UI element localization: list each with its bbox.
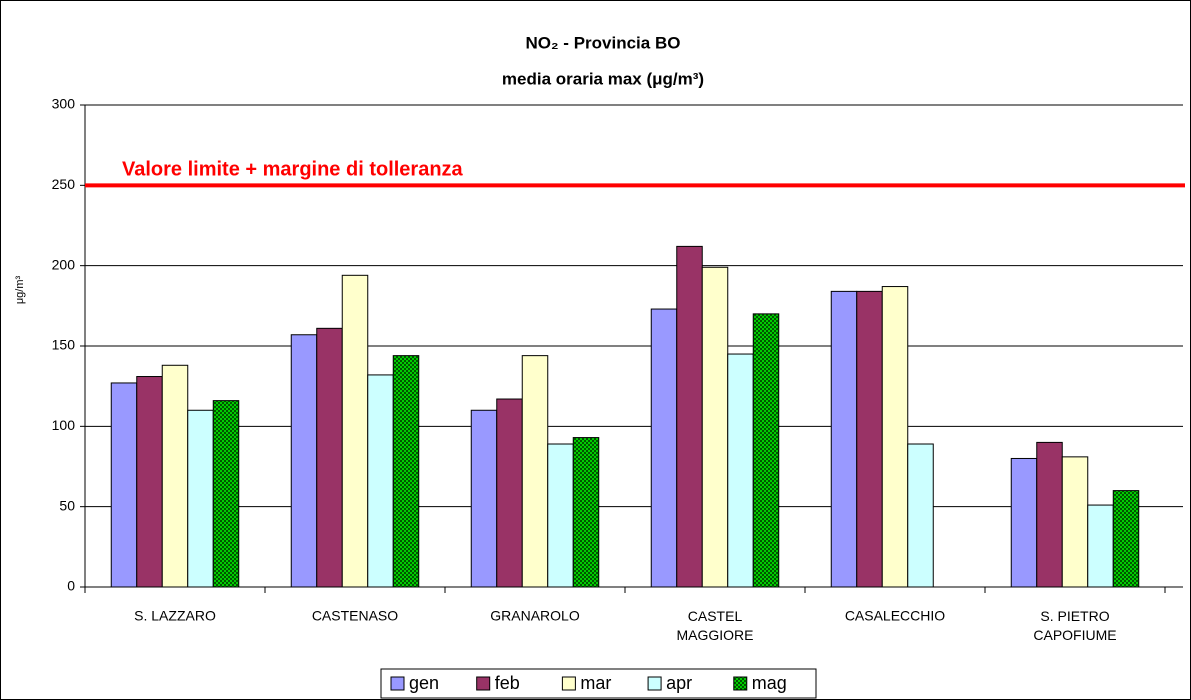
- bar: [367, 374, 394, 588]
- y-tick-label: 0: [67, 578, 75, 594]
- bar: [1112, 490, 1140, 588]
- bar: [907, 443, 934, 588]
- x-tick-label: CASTENASO: [312, 608, 398, 624]
- x-tick-label: CASALECCHIO: [845, 608, 945, 624]
- bar: [316, 327, 343, 588]
- bar: [701, 266, 729, 588]
- bar: [856, 290, 883, 588]
- legend-swatch: [561, 676, 576, 691]
- x-tick-label: S. LAZZARO: [134, 608, 216, 624]
- bar: [392, 355, 420, 588]
- bar: [212, 400, 240, 588]
- chart-title: NO₂ - Provincia BO: [526, 33, 681, 52]
- y-tick-label: 200: [52, 256, 76, 272]
- bar: [136, 376, 163, 588]
- y-tick-label: 100: [52, 417, 76, 433]
- legend-swatch: [733, 676, 748, 691]
- bar: [676, 245, 703, 588]
- x-tick-label: CASTEL MAGGIORE: [676, 608, 753, 643]
- y-tick-label: 250: [52, 176, 76, 192]
- bar: [572, 437, 600, 588]
- reference-label: Valore limite + margine di tolleranza: [122, 159, 464, 181]
- legend-label: mag: [752, 673, 787, 693]
- y-tick-label: 50: [59, 497, 75, 513]
- bar: [187, 409, 214, 588]
- legend-label: feb: [495, 673, 520, 693]
- bar: [290, 334, 318, 588]
- bar: [521, 355, 549, 588]
- bar: [547, 443, 574, 588]
- bar: [1087, 504, 1114, 588]
- legend-label: mar: [580, 673, 611, 693]
- bar: [161, 364, 189, 588]
- chart-subtitle: media oraria max (μg/m³): [502, 69, 704, 88]
- bar: [1061, 456, 1089, 588]
- bar: [110, 382, 138, 588]
- bar: [1036, 441, 1063, 588]
- bar: [341, 274, 369, 588]
- bar: [830, 290, 858, 588]
- bar: [650, 308, 678, 588]
- x-tick-label: GRANAROLO: [490, 608, 580, 624]
- bar: [752, 313, 780, 588]
- bar: [881, 286, 909, 588]
- bar: [496, 398, 523, 588]
- x-tick-label: S. PIETRO CAPOFIUME: [1033, 608, 1116, 643]
- y-axis-label: μg/m³: [14, 275, 26, 304]
- legend-swatch: [476, 676, 491, 691]
- y-tick-label: 150: [52, 337, 76, 353]
- bar: [1010, 457, 1038, 588]
- legend-label: apr: [666, 673, 692, 693]
- legend-swatch: [647, 676, 662, 691]
- legend-swatch: [390, 676, 405, 691]
- y-tick-label: 300: [52, 96, 76, 112]
- legend-label: gen: [409, 673, 439, 693]
- bar: [727, 353, 754, 588]
- bar: [470, 409, 498, 588]
